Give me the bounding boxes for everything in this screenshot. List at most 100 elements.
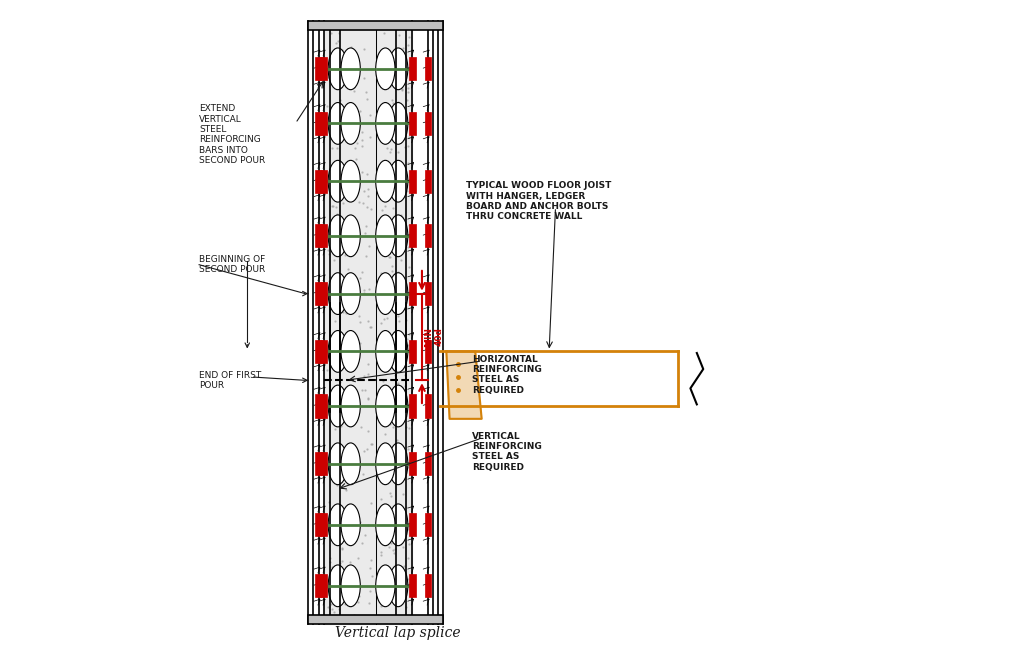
Point bbox=[327, 424, 343, 435]
Point bbox=[382, 252, 398, 262]
Point bbox=[385, 545, 401, 555]
Bar bbox=[315, 395, 322, 417]
Point bbox=[325, 57, 341, 68]
Point bbox=[363, 204, 379, 214]
Point bbox=[372, 275, 389, 285]
Point bbox=[386, 464, 402, 474]
Bar bbox=[315, 340, 322, 363]
Point bbox=[335, 306, 352, 317]
Point bbox=[399, 141, 416, 151]
Point bbox=[398, 315, 415, 326]
Point bbox=[332, 557, 348, 568]
Point bbox=[342, 158, 359, 168]
Text: HORIZONTAL
REINFORCING
STEEL AS
REQUIRED: HORIZONTAL REINFORCING STEEL AS REQUIRED bbox=[473, 355, 542, 395]
Text: END OF FIRST
POUR: END OF FIRST POUR bbox=[200, 371, 262, 390]
Bar bbox=[425, 513, 431, 537]
Point bbox=[338, 229, 355, 239]
Bar bbox=[425, 170, 431, 193]
Point bbox=[342, 172, 359, 182]
Point bbox=[400, 262, 417, 272]
Point bbox=[354, 385, 370, 395]
Point bbox=[384, 95, 400, 105]
Point bbox=[375, 279, 392, 289]
Point bbox=[363, 555, 379, 565]
Point bbox=[381, 449, 397, 459]
Ellipse shape bbox=[389, 443, 407, 484]
Point bbox=[401, 220, 418, 230]
Point bbox=[397, 370, 414, 380]
Ellipse shape bbox=[328, 48, 347, 90]
Point bbox=[360, 521, 376, 531]
Point bbox=[331, 28, 347, 38]
Point bbox=[326, 255, 342, 265]
Point bbox=[397, 171, 414, 181]
Point bbox=[399, 524, 416, 535]
Point bbox=[323, 57, 339, 67]
Point bbox=[360, 359, 376, 370]
Point bbox=[399, 339, 416, 350]
Bar bbox=[308, 615, 444, 624]
Point bbox=[382, 488, 398, 498]
Point bbox=[375, 181, 392, 192]
Point bbox=[385, 511, 401, 522]
Point bbox=[381, 408, 397, 419]
Point bbox=[395, 43, 412, 53]
Point bbox=[371, 445, 388, 455]
Point bbox=[399, 334, 416, 344]
Bar bbox=[308, 21, 444, 30]
Point bbox=[330, 333, 346, 343]
Point bbox=[332, 353, 348, 364]
Point bbox=[331, 604, 347, 614]
Ellipse shape bbox=[375, 504, 395, 546]
Point bbox=[351, 114, 367, 124]
Point bbox=[388, 415, 404, 425]
Point bbox=[399, 94, 416, 104]
Point bbox=[322, 272, 338, 283]
Point bbox=[382, 419, 398, 430]
Point bbox=[342, 381, 359, 391]
Point bbox=[332, 377, 348, 388]
Point bbox=[332, 94, 348, 104]
Point bbox=[392, 298, 408, 308]
Ellipse shape bbox=[341, 161, 360, 202]
Ellipse shape bbox=[328, 215, 347, 257]
Point bbox=[374, 246, 391, 257]
Ellipse shape bbox=[375, 273, 395, 315]
Point bbox=[354, 135, 370, 145]
Point bbox=[374, 464, 391, 474]
Point bbox=[354, 538, 370, 548]
Bar bbox=[425, 574, 431, 597]
Point bbox=[363, 497, 379, 508]
Point bbox=[388, 242, 404, 252]
Point bbox=[389, 164, 405, 174]
Point bbox=[383, 506, 399, 516]
Point bbox=[334, 391, 351, 401]
Point bbox=[393, 171, 409, 181]
Point bbox=[346, 513, 363, 523]
Point bbox=[346, 237, 363, 248]
Ellipse shape bbox=[389, 504, 407, 546]
Ellipse shape bbox=[341, 330, 360, 372]
Bar bbox=[409, 57, 416, 81]
Bar bbox=[321, 282, 327, 305]
Point bbox=[345, 86, 362, 96]
Point bbox=[321, 249, 337, 259]
Point bbox=[387, 370, 403, 381]
Point bbox=[327, 78, 343, 88]
Point bbox=[384, 261, 400, 271]
Point bbox=[400, 573, 417, 584]
Point bbox=[373, 299, 390, 309]
Point bbox=[392, 523, 408, 533]
Point bbox=[358, 221, 374, 231]
Point bbox=[356, 44, 372, 54]
Point bbox=[357, 530, 373, 541]
Point bbox=[392, 348, 408, 359]
Point bbox=[372, 566, 389, 576]
Point bbox=[331, 243, 347, 253]
Point bbox=[385, 68, 401, 79]
Point bbox=[360, 369, 376, 379]
Point bbox=[360, 315, 376, 326]
Point bbox=[397, 142, 414, 152]
Point bbox=[322, 553, 338, 563]
Point bbox=[389, 435, 405, 445]
